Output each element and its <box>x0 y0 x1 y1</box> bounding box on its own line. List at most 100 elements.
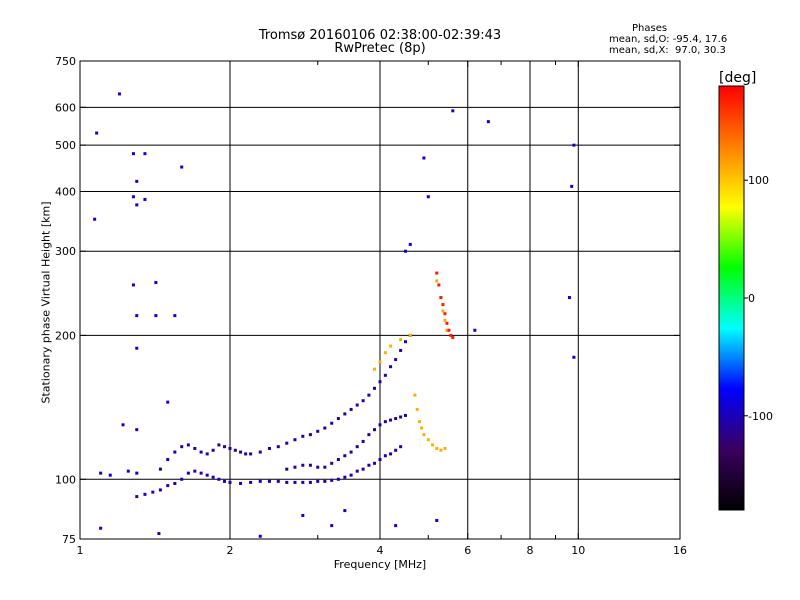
data-point <box>301 480 305 484</box>
data-point <box>445 321 449 325</box>
data-point <box>258 450 262 454</box>
y-tick-label: 200 <box>55 329 76 342</box>
data-point <box>99 526 103 530</box>
y-tick-label: 75 <box>62 533 76 546</box>
data-point <box>394 358 398 362</box>
data-point <box>217 443 221 447</box>
data-point <box>323 465 327 469</box>
data-point <box>408 333 412 337</box>
data-point <box>158 467 162 471</box>
stats-o-mode: mean, sd,O: -95.4, 17.6 <box>609 34 728 45</box>
y-axis-ticks: 75 100 200 300 400 500 600 750 <box>55 55 680 546</box>
data-point <box>135 471 139 475</box>
data-point <box>249 452 253 456</box>
data-point <box>451 109 455 113</box>
data-point <box>447 328 451 332</box>
data-point <box>378 423 382 427</box>
data-point <box>355 469 359 473</box>
data-point <box>301 513 305 517</box>
data-point <box>267 446 271 450</box>
data-point <box>154 281 158 285</box>
data-point <box>389 365 393 369</box>
data-point <box>316 479 320 483</box>
data-point <box>249 480 253 484</box>
x-axis-ticks: 1 2 4 6 8 10 16 <box>77 61 687 557</box>
data-point <box>193 446 197 450</box>
data-point <box>135 203 139 207</box>
data-point <box>135 346 139 350</box>
data-point <box>435 518 439 522</box>
data-point <box>323 426 327 430</box>
data-points <box>93 92 576 538</box>
data-point <box>158 488 162 492</box>
data-point <box>403 413 407 417</box>
data-point <box>435 446 439 450</box>
data-point <box>361 439 365 443</box>
data-point <box>389 344 393 348</box>
data-point <box>330 478 334 482</box>
data-point <box>403 340 407 344</box>
data-point <box>135 314 139 318</box>
data-point <box>367 463 371 467</box>
data-point <box>258 479 262 483</box>
colorbar-tick-label: 100 <box>748 174 769 187</box>
data-point <box>435 271 439 275</box>
data-point <box>108 473 112 477</box>
data-point <box>330 524 334 528</box>
data-point <box>316 465 320 469</box>
x-tick-label: 2 <box>227 544 234 557</box>
data-point <box>228 480 232 484</box>
data-point <box>343 509 347 513</box>
data-point <box>417 420 421 424</box>
data-point <box>383 351 387 355</box>
data-point <box>378 380 382 384</box>
data-point <box>349 450 353 454</box>
data-point <box>143 492 147 496</box>
data-point <box>451 335 455 339</box>
x-tick-label: 4 <box>377 544 384 557</box>
data-point <box>131 195 135 199</box>
data-point <box>151 490 155 494</box>
chart-title: Tromsø 20160106 02:38:00-02:39:43 <box>258 28 502 43</box>
data-point <box>420 426 424 430</box>
data-point <box>473 328 477 332</box>
colorbar-label: [deg] <box>719 70 757 86</box>
data-point <box>308 463 312 467</box>
data-point <box>443 312 447 316</box>
data-point <box>135 495 139 499</box>
x-tick-label: 1 <box>77 544 84 557</box>
data-point <box>399 338 403 342</box>
data-point <box>572 143 576 147</box>
data-point <box>367 393 371 397</box>
data-point <box>180 445 184 449</box>
data-point <box>126 469 130 473</box>
data-point <box>389 418 393 422</box>
data-point <box>117 92 121 96</box>
data-point <box>330 421 334 425</box>
y-tick-label: 300 <box>55 245 76 258</box>
x-tick-label: 8 <box>527 544 534 557</box>
data-point <box>121 423 125 427</box>
data-point <box>567 296 571 300</box>
data-point <box>95 131 99 135</box>
data-point <box>308 433 312 437</box>
data-point <box>570 184 574 188</box>
data-point <box>336 457 340 461</box>
data-point <box>383 454 387 458</box>
data-point <box>426 438 430 442</box>
data-point <box>394 524 398 528</box>
data-point <box>389 452 393 456</box>
data-point <box>316 429 320 433</box>
data-point <box>308 480 312 484</box>
data-point <box>394 448 398 452</box>
data-point <box>293 438 297 442</box>
data-point <box>166 400 170 404</box>
data-point <box>293 480 297 484</box>
y-tick-label: 100 <box>55 473 76 486</box>
data-point <box>223 479 227 483</box>
data-point <box>443 318 447 322</box>
data-point <box>173 314 177 318</box>
data-point <box>403 249 407 253</box>
data-point <box>293 465 297 469</box>
